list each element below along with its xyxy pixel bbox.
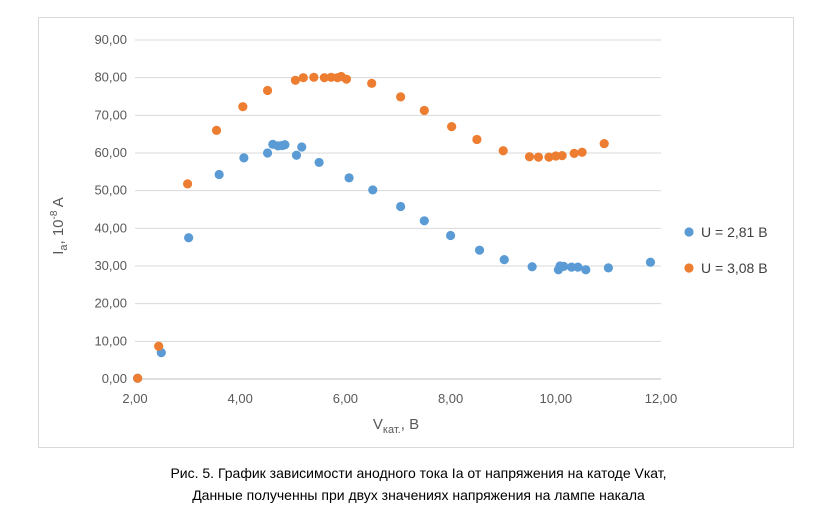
x-axis-ticks: 2,00 4,00 6,00 8,00 10,00 12,00 (122, 391, 677, 406)
data-point-series-1 (280, 140, 290, 150)
data-points (133, 71, 656, 383)
data-point-series-1 (645, 257, 656, 267)
data-point-series-2 (498, 146, 508, 156)
data-point-series-2 (319, 73, 329, 83)
y-tick-label: 0,00 (102, 371, 127, 386)
data-point-series-1 (368, 185, 378, 195)
data-point-series-1 (262, 148, 273, 158)
y-axis-title: Ia, 10-8 A (49, 197, 70, 255)
data-point-series-2 (298, 73, 308, 83)
data-point-series-1 (603, 263, 614, 273)
data-point-series-1 (297, 142, 307, 152)
legend-label-series-2: U = 3,08 В (701, 260, 768, 276)
x-tick-label: 10,00 (540, 391, 573, 406)
data-point-series-2 (367, 78, 377, 88)
legend: U = 2,81 В U = 3,08 В (684, 224, 768, 276)
data-point-series-1 (396, 201, 406, 212)
y-tick-label: 60,00 (94, 145, 127, 160)
data-point-series-2 (599, 138, 609, 149)
data-point-series-1 (499, 254, 509, 265)
legend-label-series-1: U = 2,81 В (701, 224, 768, 240)
x-tick-label: 4,00 (228, 391, 253, 406)
y-tick-label: 90,00 (94, 32, 127, 47)
x-tick-label: 2,00 (122, 391, 147, 406)
data-point-series-1 (446, 230, 456, 241)
data-point-series-1 (573, 262, 583, 272)
gridlines (135, 39, 661, 342)
data-point-series-2 (309, 72, 319, 82)
data-point-series-1 (314, 157, 324, 168)
data-point-series-2 (472, 134, 482, 145)
data-point-series-1 (419, 216, 429, 226)
data-point-series-2 (262, 85, 273, 96)
data-point-series-2 (238, 102, 248, 112)
x-tick-label: 12,00 (645, 391, 678, 406)
data-point-series-1 (214, 169, 224, 180)
x-tick-label: 8,00 (438, 391, 463, 406)
data-point-series-2 (557, 151, 567, 161)
legend-marker-series-2 (684, 263, 694, 273)
x-axis-title: Vкат., В (373, 416, 419, 436)
scatter-plot: 0,00 10,00 20,00 30,00 40,00 50,00 60,00 70,00 8… (49, 32, 768, 436)
data-point-series-1 (291, 150, 302, 160)
y-tick-label: 80,00 (94, 70, 127, 85)
data-point-series-1 (566, 262, 577, 272)
data-point-series-1 (239, 153, 249, 163)
data-point-series-2 (133, 373, 143, 383)
legend-marker-series-1 (684, 227, 694, 237)
figure-caption: Рис. 5. График зависимости анодного тока… (0, 462, 837, 506)
data-point-series-2 (569, 148, 579, 158)
data-point-series-1 (527, 262, 537, 272)
caption-line-1: Рис. 5. График зависимости анодного тока… (170, 465, 667, 481)
y-tick-label: 40,00 (94, 220, 127, 235)
data-point-series-1 (344, 173, 354, 183)
y-tick-label: 30,00 (94, 258, 127, 273)
data-point-series-1 (474, 245, 485, 255)
y-tick-label: 20,00 (94, 296, 127, 311)
y-tick-label: 50,00 (94, 183, 127, 198)
caption-line-2: Данные полученны при двух значениях напр… (192, 487, 645, 503)
data-point-series-1 (559, 261, 569, 271)
data-point-series-2 (396, 92, 406, 102)
y-tick-label: 70,00 (94, 107, 127, 122)
y-tick-label: 10,00 (94, 333, 127, 348)
chart-area: 0,00 10,00 20,00 30,00 40,00 50,00 60,00 70,00 8… (38, 17, 794, 448)
data-point-series-2 (533, 152, 544, 162)
data-point-series-2 (419, 105, 429, 116)
y-axis-ticks: 0,00 10,00 20,00 30,00 40,00 50,00 60,00 70,00 8… (94, 32, 127, 386)
data-point-series-2 (577, 147, 587, 157)
x-tick-label: 6,00 (333, 391, 358, 406)
data-point-series-2 (211, 125, 222, 135)
data-point-series-1 (581, 265, 591, 275)
data-point-series-2 (447, 122, 457, 132)
data-point-series-1 (184, 233, 194, 243)
data-point-series-2 (183, 179, 193, 189)
data-point-series-2 (524, 152, 535, 162)
data-point-series-2 (154, 341, 164, 351)
data-point-series-2 (290, 75, 301, 85)
data-point-series-2 (341, 74, 352, 84)
data-point-series-2 (544, 152, 554, 162)
